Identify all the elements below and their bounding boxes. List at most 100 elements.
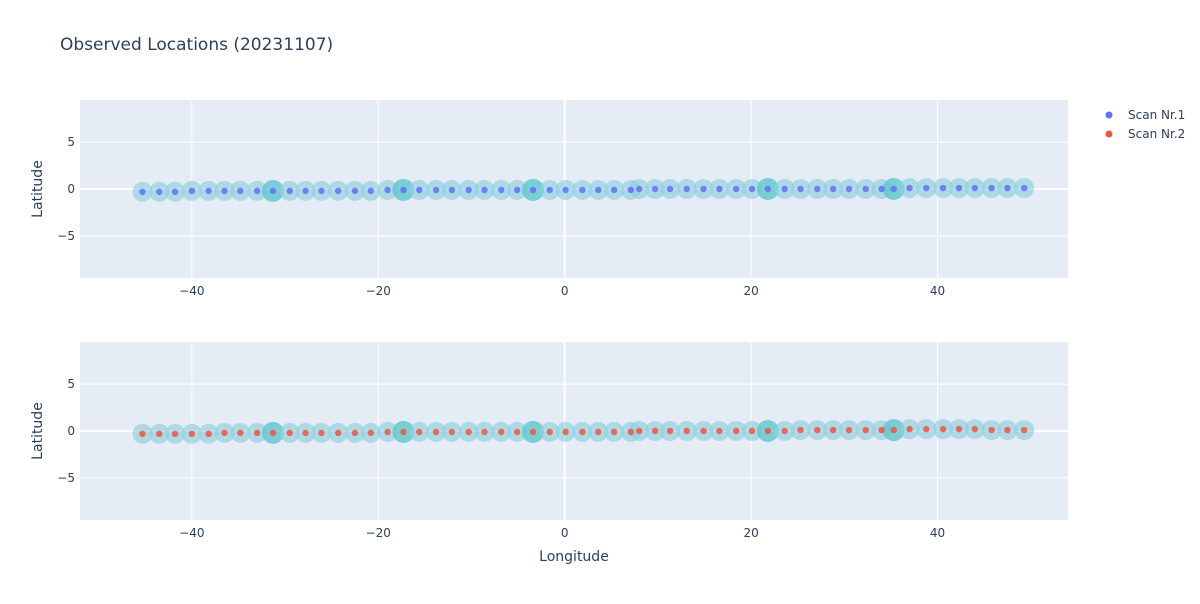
y-tick-label: −5 <box>57 471 75 485</box>
data-point <box>890 185 897 193</box>
data-point <box>748 185 756 193</box>
y-axis-title: Latitude <box>30 402 46 460</box>
x-tick-label: 0 <box>561 526 569 540</box>
data-point <box>636 427 643 435</box>
data-point <box>862 185 869 193</box>
data-point <box>845 185 853 193</box>
data-point <box>700 427 707 435</box>
data-point <box>890 426 897 434</box>
data-point <box>562 428 569 436</box>
x-tick-label: 0 <box>561 284 569 298</box>
data-point <box>829 185 837 193</box>
x-tick-label: −20 <box>366 526 391 540</box>
data-point <box>286 429 293 437</box>
data-point <box>188 187 196 195</box>
data-point <box>498 428 505 436</box>
data-point <box>627 428 635 436</box>
legend-label: Scan Nr.2 <box>1128 127 1185 141</box>
data-point <box>416 428 423 436</box>
data-point <box>988 184 995 192</box>
data-point <box>845 426 853 434</box>
data-point <box>334 429 342 437</box>
data-point <box>205 187 212 195</box>
data-point <box>384 186 391 194</box>
data-point <box>862 426 869 434</box>
data-point <box>529 186 537 194</box>
data-point <box>562 186 569 194</box>
data-point <box>302 429 309 437</box>
data-point <box>1020 426 1028 434</box>
data-point <box>481 186 488 194</box>
data-point <box>814 185 821 193</box>
data-point <box>666 427 674 435</box>
data-point <box>400 428 407 436</box>
data-point <box>666 185 674 193</box>
data-point <box>732 427 740 435</box>
data-point <box>923 184 930 192</box>
y-axis-title: Latitude <box>30 160 46 218</box>
data-point <box>384 428 391 436</box>
data-point <box>1004 184 1011 192</box>
x-tick-label: −40 <box>179 284 204 298</box>
data-point <box>513 428 521 436</box>
data-point <box>334 187 342 195</box>
data-point <box>636 185 643 193</box>
data-point <box>448 428 456 436</box>
data-point <box>448 186 456 194</box>
data-point <box>432 186 440 194</box>
data-point <box>627 186 635 194</box>
data-point <box>781 185 788 193</box>
data-point <box>595 186 602 194</box>
data-point <box>700 185 707 193</box>
data-point <box>351 429 359 437</box>
data-point <box>139 188 146 196</box>
x-tick-label: 40 <box>930 526 945 540</box>
data-point <box>221 429 228 437</box>
data-point <box>513 186 521 194</box>
data-point <box>286 187 293 195</box>
data-point <box>546 186 553 194</box>
data-point <box>416 186 423 194</box>
x-axis-title: Longitude <box>539 549 609 565</box>
data-point <box>797 185 804 193</box>
data-point <box>237 187 244 195</box>
data-point <box>748 427 756 435</box>
legend-label: Scan Nr.1 <box>1128 108 1185 122</box>
y-tick-label: 0 <box>67 182 75 196</box>
data-point <box>529 428 537 436</box>
data-point <box>318 187 325 195</box>
data-point <box>156 188 163 196</box>
y-tick-label: 5 <box>67 135 75 149</box>
data-point <box>481 428 488 436</box>
x-tick-label: −20 <box>366 284 391 298</box>
data-point <box>465 186 472 194</box>
data-point <box>716 185 723 193</box>
data-point <box>546 428 553 436</box>
data-point <box>188 430 196 438</box>
data-point <box>432 428 440 436</box>
legend-marker <box>1105 111 1113 119</box>
data-point <box>906 425 913 433</box>
data-point <box>237 429 244 437</box>
data-point <box>221 187 228 195</box>
x-tick-label: 40 <box>930 284 945 298</box>
data-point <box>923 425 930 433</box>
data-point <box>498 186 505 194</box>
data-point <box>878 185 885 193</box>
data-point <box>906 184 913 192</box>
data-point <box>253 187 261 195</box>
data-point <box>610 186 618 194</box>
data-point <box>764 185 772 193</box>
data-point <box>171 188 179 196</box>
data-point <box>269 187 277 195</box>
data-point <box>579 428 586 436</box>
legend-marker <box>1105 130 1113 138</box>
y-tick-label: −5 <box>57 229 75 243</box>
data-point <box>156 430 163 438</box>
data-point <box>829 426 837 434</box>
subplot-top: −40 −20 0 20 40 −5 0 5 Latitude <box>30 100 1068 298</box>
data-point <box>205 430 212 438</box>
data-point <box>269 429 277 437</box>
